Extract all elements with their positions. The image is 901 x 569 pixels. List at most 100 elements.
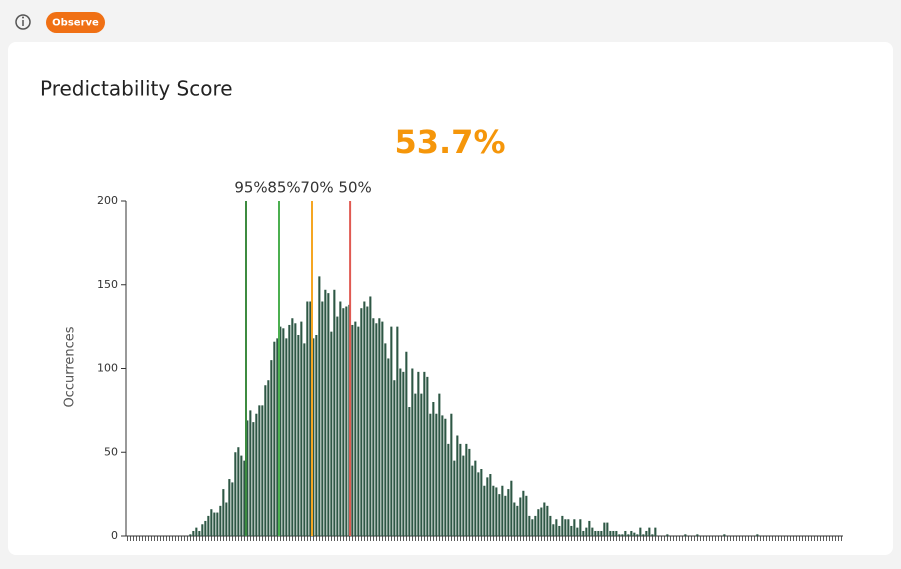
bar (402, 371, 405, 536)
bar (552, 524, 555, 536)
bar (636, 534, 639, 536)
bar (543, 502, 546, 536)
bar (420, 393, 423, 536)
bar (333, 289, 336, 536)
bar (603, 522, 606, 536)
bar (345, 306, 348, 536)
bar (369, 296, 372, 536)
bar (471, 465, 474, 536)
bar (579, 519, 582, 536)
bar (528, 515, 531, 536)
bar (696, 534, 699, 536)
bar (651, 534, 654, 536)
bar (435, 413, 438, 536)
bar (558, 525, 561, 536)
bar (561, 515, 564, 536)
bar (240, 455, 243, 536)
bar (288, 324, 291, 536)
bar (306, 301, 309, 536)
bar (225, 502, 228, 536)
bar (360, 308, 363, 536)
bar (456, 435, 459, 536)
bar (378, 318, 381, 536)
bar (453, 460, 456, 536)
bar (495, 487, 498, 536)
bar (639, 527, 642, 536)
bar (210, 509, 213, 536)
bar (516, 505, 519, 536)
bar (615, 530, 618, 536)
bar (426, 376, 429, 536)
bar (411, 368, 414, 536)
bar (279, 326, 282, 536)
info-icon[interactable] (15, 14, 31, 30)
bar (372, 318, 375, 536)
bar (258, 405, 261, 536)
y-axis-label: Occurrences (63, 326, 78, 407)
bar (492, 485, 495, 536)
bar (228, 479, 231, 536)
bar (498, 494, 501, 536)
bar (315, 335, 318, 536)
bar (618, 534, 621, 536)
bar (582, 530, 585, 536)
bar (231, 482, 234, 536)
badge-text: Observe (52, 18, 99, 29)
threshold-label: 85% (267, 179, 300, 197)
bar (483, 485, 486, 536)
bar (522, 490, 525, 536)
bar (450, 413, 453, 536)
bar (501, 485, 504, 536)
bar (354, 321, 357, 536)
bar (480, 469, 483, 536)
bar (654, 527, 657, 536)
bar (666, 534, 669, 536)
bar (429, 413, 432, 536)
bar (504, 495, 507, 536)
bar (189, 534, 192, 536)
bar (477, 472, 480, 536)
bar (633, 532, 636, 536)
y-tick-label: 200 (97, 194, 118, 207)
bar (510, 480, 513, 536)
bar (366, 306, 369, 536)
bar (474, 460, 477, 536)
bar (222, 489, 225, 536)
bar (276, 338, 279, 536)
bar (546, 505, 549, 536)
bar (573, 519, 576, 536)
bar (234, 452, 237, 536)
bar (300, 321, 303, 536)
bar (486, 477, 489, 536)
bar (609, 530, 612, 536)
bar (384, 343, 387, 536)
bar (387, 358, 390, 536)
card (8, 42, 893, 555)
bar (303, 343, 306, 536)
bar (570, 525, 573, 536)
bar (204, 520, 207, 536)
badge[interactable] (46, 12, 105, 33)
bar (513, 502, 516, 536)
bar (324, 289, 327, 536)
bar (357, 326, 360, 536)
bar (309, 301, 312, 536)
bar (330, 331, 333, 536)
bar (756, 534, 759, 536)
info-icon-dot (22, 16, 24, 19)
bar (555, 519, 558, 536)
bar (267, 380, 270, 536)
bar (408, 407, 411, 536)
bar (201, 524, 204, 536)
bar (531, 519, 534, 536)
bar (195, 527, 198, 536)
bar (297, 335, 300, 536)
bar (606, 522, 609, 536)
y-tick-label: 50 (104, 445, 118, 458)
bar (255, 413, 258, 536)
y-tick-label: 0 (111, 529, 118, 542)
bar (243, 460, 246, 536)
bar (627, 534, 630, 536)
